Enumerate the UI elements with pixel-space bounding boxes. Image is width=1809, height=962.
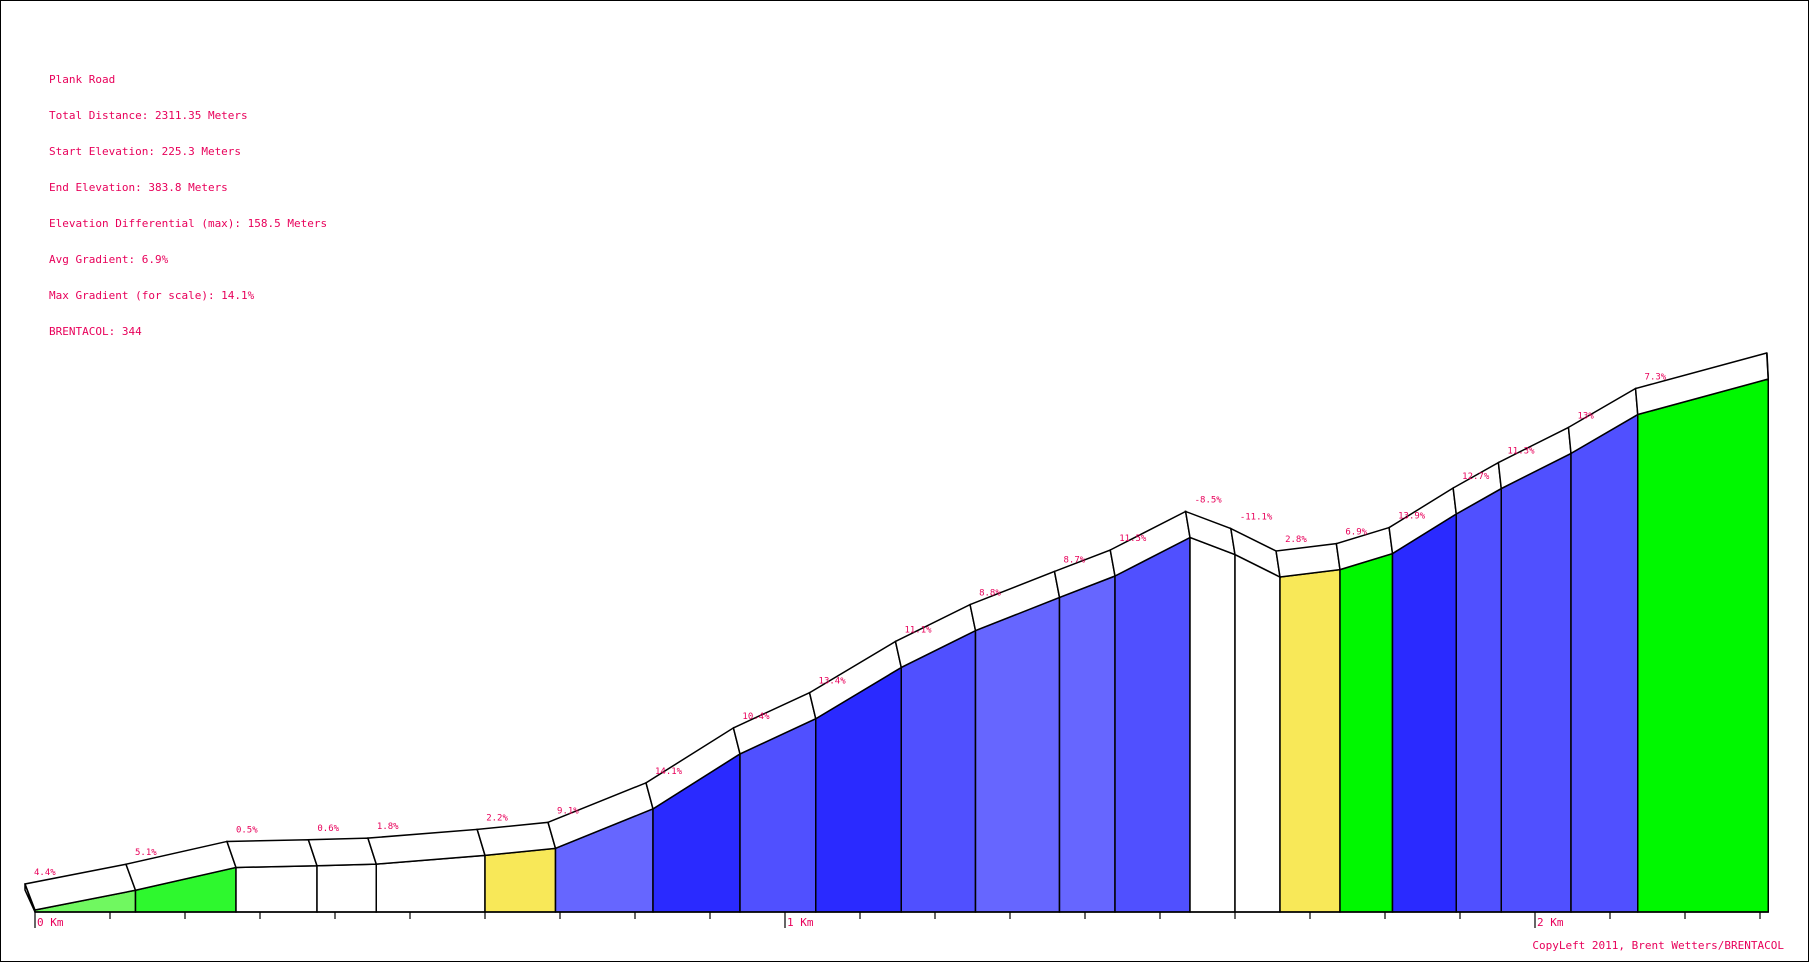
brentacol-score: BRENTACOL: 344 xyxy=(49,326,327,338)
segment-area xyxy=(1340,554,1393,912)
grade-label: -8.5% xyxy=(1195,495,1223,505)
max-gradient: Max Gradient (for scale): 14.1% xyxy=(49,290,327,302)
segment-area xyxy=(1280,570,1340,912)
grade-label: 12.7% xyxy=(1462,472,1490,482)
elevation-differential: Elevation Differential (max): 158.5 Mete… xyxy=(49,218,327,230)
grade-label: 9.1% xyxy=(557,806,579,816)
avg-gradient: Avg Gradient: 6.9% xyxy=(49,254,327,266)
segment-area xyxy=(1501,453,1571,912)
start-elevation: Start Elevation: 225.3 Meters xyxy=(49,146,327,158)
grade-label: 7.3% xyxy=(1645,373,1667,383)
km-label: 0 Km xyxy=(37,916,64,929)
segment-band xyxy=(227,840,317,868)
total-distance: Total Distance: 2311.35 Meters xyxy=(49,110,327,122)
segment-area xyxy=(1115,537,1190,912)
grade-label: 14.1% xyxy=(655,767,683,777)
grade-label: 2.2% xyxy=(486,813,508,823)
grade-label: 13.9% xyxy=(1398,512,1426,522)
segment-area xyxy=(1393,514,1457,912)
grade-label: 13.4% xyxy=(819,677,847,687)
grade-label: 11.1% xyxy=(904,625,932,635)
segment-area xyxy=(485,848,556,912)
grade-label: -11.1% xyxy=(1240,513,1273,523)
segment-band xyxy=(308,838,376,866)
segment-area xyxy=(317,864,376,912)
segment-area xyxy=(1456,489,1501,912)
grade-label: 11.5% xyxy=(1119,534,1147,544)
segment-area xyxy=(1060,576,1116,912)
end-elevation: End Elevation: 383.8 Meters xyxy=(49,182,327,194)
route-info: Plank Road Total Distance: 2311.35 Meter… xyxy=(49,50,327,350)
km-label: 2 Km xyxy=(1537,916,1564,929)
grade-label: 11.3% xyxy=(1507,447,1535,457)
grade-label: 4.4% xyxy=(34,868,56,878)
grade-label: 0.5% xyxy=(236,825,258,835)
copyright-notice: CopyLeft 2011, Brent Wetters/BRENTACOL xyxy=(1532,939,1784,952)
grade-label: 0.6% xyxy=(317,824,339,834)
segment-area xyxy=(236,866,317,912)
x-axis: 0 Km 1 Km 2 Km xyxy=(35,912,1769,929)
segment-area xyxy=(1235,555,1280,912)
segment-area xyxy=(376,855,485,912)
grade-label: 13% xyxy=(1577,411,1594,421)
segment-area xyxy=(1571,415,1638,912)
grade-label: 8.7% xyxy=(1063,555,1085,565)
route-name: Plank Road xyxy=(49,74,327,86)
grade-label: 10.4% xyxy=(742,712,770,722)
segment-area xyxy=(976,597,1060,912)
grade-label: 2.8% xyxy=(1285,535,1307,545)
grade-label: 6.9% xyxy=(1345,528,1367,538)
segment-area xyxy=(901,631,975,912)
grade-label: 1.8% xyxy=(377,822,399,832)
km-label: 1 Km xyxy=(787,916,814,929)
grade-label: 5.1% xyxy=(135,848,157,858)
segment-area xyxy=(1190,537,1235,912)
segment-area xyxy=(1638,379,1769,912)
grade-label: 8.8% xyxy=(979,589,1001,599)
